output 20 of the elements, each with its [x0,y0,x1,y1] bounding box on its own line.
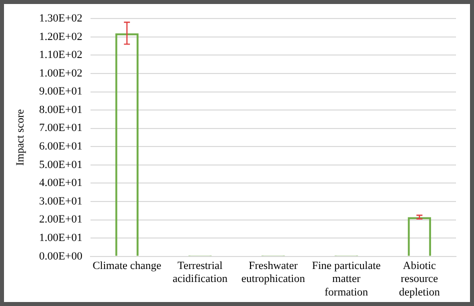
y-tick-label: 6.00E+01 [39,140,82,153]
y-tick-label: 4.00E+01 [39,177,82,190]
x-tick-label: Freshwater eutrophication [241,260,306,286]
y-tick-label: 3.00E+01 [39,195,82,208]
y-tick-label: 1.30E+02 [39,12,82,24]
y-tick-label: 1.00E+01 [39,232,82,244]
y-tick-label: 1.10E+02 [39,49,82,62]
y-tick-label: 9.00E+01 [39,86,82,98]
y-tick-label: 8.00E+01 [39,104,82,116]
y-tick-label: 0.00E+00 [39,250,83,262]
x-tick-label: Fine particulate matter formation [312,260,381,298]
x-tick-label: Terrestrial acidification [172,260,228,286]
y-tick-label: 1.00E+02 [39,67,82,80]
y-tick-label: 1.20E+02 [39,30,82,43]
y-tick-label: 2.00E+01 [39,214,82,226]
y-axis-title: Impact score [14,109,26,166]
y-tick-label: 5.00E+01 [39,158,82,171]
x-tick-label: Climate change [92,260,162,272]
x-tick-label: Abiotic resource depletion [398,260,440,298]
y-tick-label: 7.00E+01 [39,122,82,134]
